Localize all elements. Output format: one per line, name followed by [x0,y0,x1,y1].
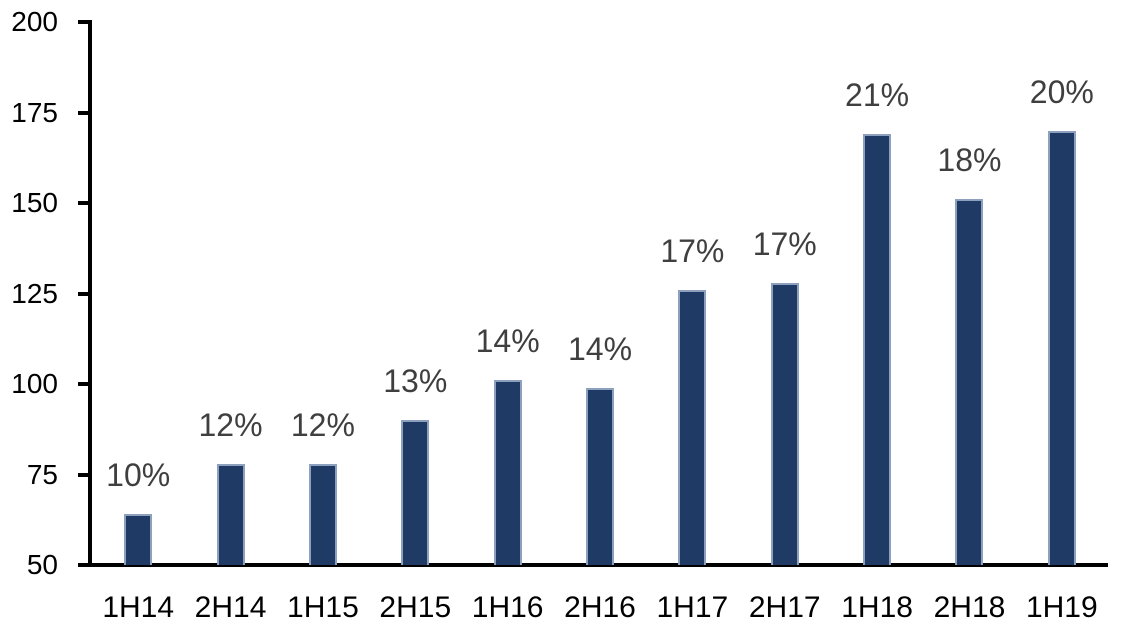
x-tick-label: 1H18 [841,591,913,624]
x-tick-label: 1H15 [287,591,359,624]
bar-1h14 [124,514,153,565]
bar-value-label: 13% [383,363,448,400]
bar-2h16 [586,387,614,565]
bar-value-label: 12% [198,406,263,443]
y-tick-label: 100 [11,368,58,399]
bar-value-label: 17% [752,225,817,262]
bar-2h15 [401,420,430,565]
y-axis-line [88,20,92,567]
x-axis-line [78,563,1108,567]
bar-1h15 [308,463,337,565]
bar-1h19 [1047,130,1076,565]
bar-value-label: 14% [567,330,633,367]
y-tick-mark [78,20,89,24]
bar-1h17 [678,289,707,565]
bar-value-label: 21% [845,77,910,114]
bar-1h18 [863,134,892,565]
y-tick-label: 125 [11,277,58,309]
x-tick-label: 1H19 [1025,591,1098,624]
bar-value-label: 12% [290,406,355,443]
x-tick-label: 2H15 [379,591,452,624]
x-tick-label: 2H16 [564,591,636,624]
y-tick-label: 75 [26,458,58,490]
y-tick-label: 200 [11,6,58,37]
x-tick-label: 2H14 [194,591,267,624]
y-tick-label: 175 [11,96,58,128]
bar-value-label: 10% [106,457,171,494]
bar-value-label: 17% [660,232,725,269]
y-tick-mark [78,382,89,386]
bar-value-label: 18% [937,142,1002,179]
y-tick-label: 150 [11,187,58,218]
bar-value-label: 14% [475,323,540,360]
bar-value-label: 20% [1029,73,1094,110]
bar-2h18 [955,199,984,565]
x-tick-label: 1H16 [471,591,544,624]
y-tick-mark [78,201,89,205]
x-tick-label: 2H18 [933,591,1006,624]
y-tick-mark [78,110,89,115]
bar-2h14 [216,463,245,565]
y-tick-mark [78,472,89,477]
x-tick-label: 1H17 [656,591,729,624]
x-tick-label: 2H17 [748,591,821,624]
bar-1h16 [493,380,522,565]
bar-2h17 [770,282,799,565]
y-tick-label: 50 [26,549,58,580]
x-tick-label: 1H14 [102,591,175,624]
y-tick-mark [78,291,89,296]
